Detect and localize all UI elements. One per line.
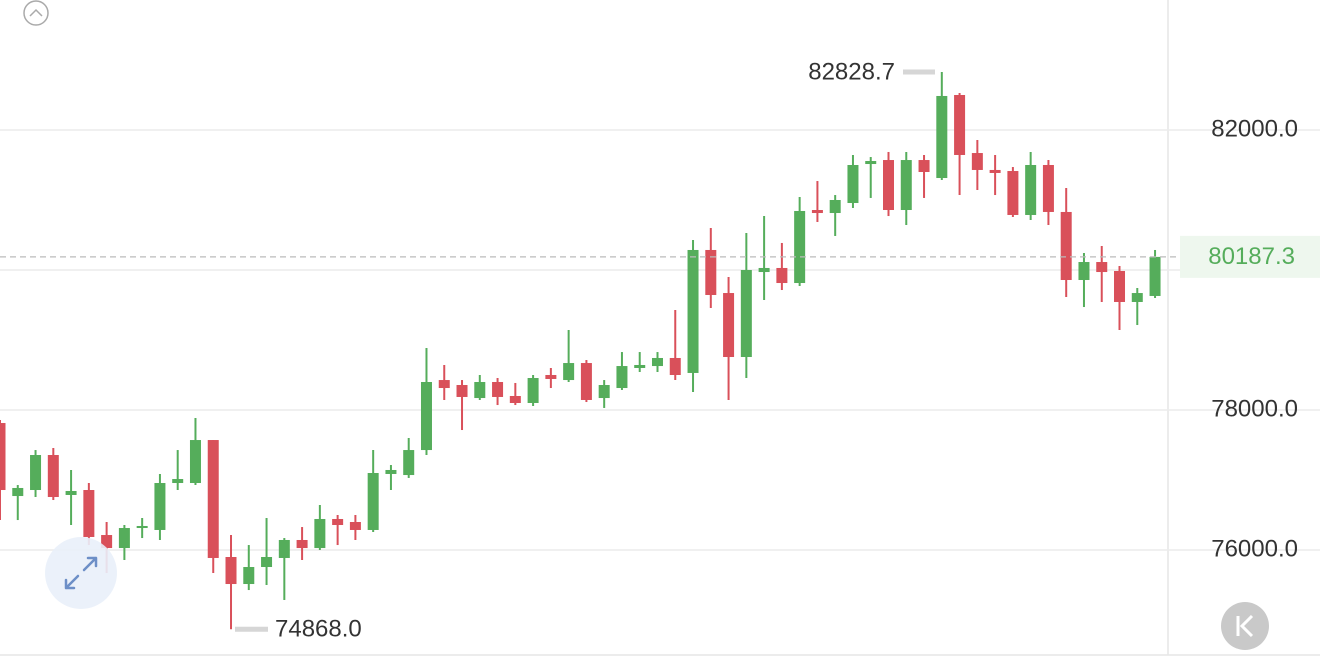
candle-body xyxy=(314,518,326,549)
candle-body xyxy=(1060,211,1072,281)
expand-button[interactable] xyxy=(45,537,117,609)
candle-body xyxy=(456,385,468,397)
candle-body xyxy=(1131,293,1143,302)
y-tick-label: 76000.0 xyxy=(1211,535,1298,562)
candle-body xyxy=(669,357,681,375)
candle-body xyxy=(136,525,148,529)
candle-body xyxy=(261,556,273,568)
candle-body xyxy=(794,210,806,284)
candle-body xyxy=(278,539,290,558)
candle-body xyxy=(971,153,983,170)
candle-body xyxy=(332,518,344,526)
candle-body xyxy=(225,556,237,585)
candle-body xyxy=(243,567,255,585)
plot: 76000.078000.080000.082000.082828.774868… xyxy=(0,58,1320,643)
candle-body xyxy=(598,385,610,399)
low-label: 74868.0 xyxy=(275,616,362,643)
candle-body xyxy=(651,357,663,367)
candle-body xyxy=(172,479,184,484)
candle-body xyxy=(1025,164,1037,215)
candle-body xyxy=(1149,256,1161,296)
candle-body xyxy=(83,490,95,537)
scroll-to-latest-button[interactable] xyxy=(1221,602,1269,650)
candle-body xyxy=(118,528,130,549)
candle-body xyxy=(918,160,930,172)
candle-body xyxy=(65,490,77,495)
candle-body xyxy=(634,364,646,368)
candle-body xyxy=(1042,164,1054,212)
candle-body xyxy=(580,363,592,400)
high-label: 82828.7 xyxy=(808,58,895,85)
candle-body xyxy=(154,483,166,530)
candle-body xyxy=(545,374,557,379)
candle-body xyxy=(811,210,823,214)
candle-body xyxy=(723,293,735,358)
candle-body xyxy=(563,363,575,381)
candle-body xyxy=(385,469,397,474)
candle-body xyxy=(189,440,201,484)
candle-body xyxy=(527,378,539,403)
candle-body xyxy=(492,381,504,397)
candle-body xyxy=(829,199,841,214)
candle-body xyxy=(0,423,6,491)
candle-body xyxy=(12,487,24,497)
candle-body xyxy=(296,539,308,549)
candle-body xyxy=(687,249,699,373)
candle-body xyxy=(101,535,113,549)
last-price-tag xyxy=(1180,235,1320,278)
candle-body xyxy=(989,169,1001,173)
candle-body xyxy=(847,164,859,204)
candle-body xyxy=(30,455,42,491)
candle-body xyxy=(1114,270,1126,302)
candle-body xyxy=(349,521,361,530)
candle-body xyxy=(705,249,717,295)
y-tick-label: 78000.0 xyxy=(1211,395,1298,422)
candle-body xyxy=(954,94,966,155)
candle-body xyxy=(367,472,379,530)
candle-body xyxy=(740,269,752,358)
candle-body xyxy=(758,267,770,273)
candle-body xyxy=(403,450,415,476)
candle-body xyxy=(1096,262,1108,273)
candle-body xyxy=(438,380,450,389)
candle-body xyxy=(936,95,948,179)
collapse-button[interactable] xyxy=(23,0,49,26)
candle-body xyxy=(776,267,788,284)
candle-body xyxy=(865,161,877,165)
candle-body xyxy=(1078,262,1090,281)
candle-body xyxy=(883,160,894,211)
candle-body xyxy=(1007,171,1019,215)
candle-body xyxy=(474,381,486,399)
candle-body xyxy=(47,455,59,498)
y-tick-label: 82000.0 xyxy=(1211,115,1298,142)
candle-body xyxy=(207,440,219,558)
candle-body xyxy=(900,160,912,211)
candle-body xyxy=(509,395,521,403)
last-price-label: 80187.3 xyxy=(1208,243,1295,270)
candle-body xyxy=(616,366,628,389)
candle-body xyxy=(420,381,432,451)
